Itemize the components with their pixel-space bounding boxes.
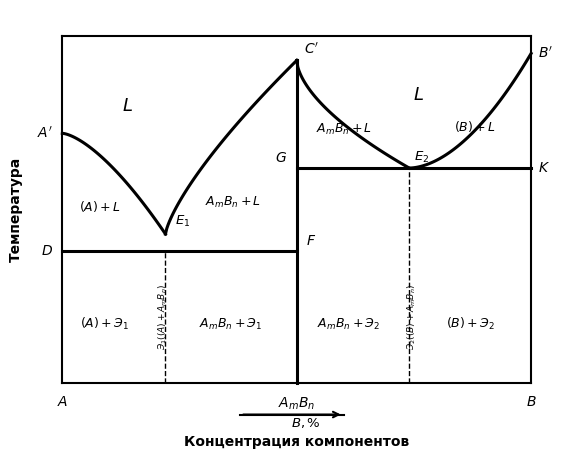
Text: $(B)+L$: $(B)+L$: [454, 119, 496, 134]
Text: $A$: $A$: [56, 395, 68, 410]
Text: $K$: $K$: [538, 161, 550, 175]
Text: $D$: $D$: [41, 244, 53, 258]
Text: $B$: $B$: [526, 395, 536, 410]
Text: $\mathsf{\mathit{Э}}_2((B)+A_mB_n)$: $\mathsf{\mathit{Э}}_2((B)+A_mB_n)$: [405, 284, 418, 350]
Text: $(A)+L$: $(A)+L$: [79, 199, 121, 214]
Text: $F$: $F$: [306, 234, 316, 248]
Text: $A_mB_n+L$: $A_mB_n+L$: [316, 122, 372, 137]
Text: $A_mB_n+\mathsf{\mathit{Э}}_1$: $A_mB_n+\mathsf{\mathit{Э}}_1$: [200, 317, 263, 332]
Text: $A_mB_n+\mathsf{\mathit{Э}}_2$: $A_mB_n+\mathsf{\mathit{Э}}_2$: [316, 317, 380, 332]
Text: $L$: $L$: [413, 86, 424, 104]
Text: $E_2$: $E_2$: [414, 149, 429, 164]
Text: Температура: Температура: [9, 157, 22, 262]
Text: $C'$: $C'$: [304, 42, 319, 57]
Text: $A'$: $A'$: [37, 126, 53, 141]
Text: $G$: $G$: [275, 150, 287, 164]
Text: $(A)+\mathsf{\mathit{Э}}_1$: $(A)+\mathsf{\mathit{Э}}_1$: [80, 316, 129, 333]
Text: Концентрация компонентов: Концентрация компонентов: [184, 435, 409, 449]
Text: $(B)+\mathsf{\mathit{Э}}_2$: $(B)+\mathsf{\mathit{Э}}_2$: [446, 316, 495, 333]
Text: $E_1$: $E_1$: [175, 214, 190, 229]
Text: $B,\%$: $B,\%$: [291, 416, 321, 430]
Text: $A_mB_n$: $A_mB_n$: [278, 395, 315, 412]
Text: $L$: $L$: [123, 96, 133, 115]
Text: $\mathsf{\mathit{Э}}_1((A)+A_mB_n)$: $\mathsf{\mathit{Э}}_1((A)+A_mB_n)$: [157, 284, 169, 350]
Text: $A_mB_n+L$: $A_mB_n+L$: [205, 195, 262, 210]
Text: $B'$: $B'$: [538, 46, 553, 61]
